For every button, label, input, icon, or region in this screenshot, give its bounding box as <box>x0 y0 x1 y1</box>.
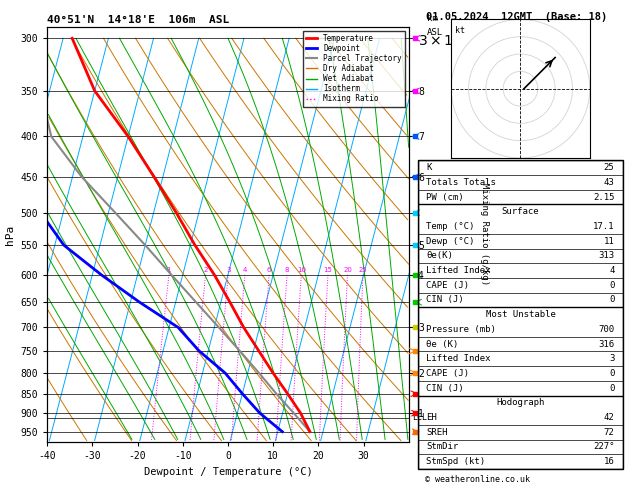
Text: 4: 4 <box>243 267 247 273</box>
Text: 10: 10 <box>297 267 306 273</box>
Text: 01.05.2024  12GMT  (Base: 18): 01.05.2024 12GMT (Base: 18) <box>426 12 608 22</box>
Text: 3: 3 <box>609 354 615 363</box>
Text: 227°: 227° <box>593 442 615 451</box>
Text: 0: 0 <box>609 369 615 378</box>
Text: 0: 0 <box>609 383 615 393</box>
Text: Dewp (°C): Dewp (°C) <box>426 237 475 246</box>
Text: StmDir: StmDir <box>426 442 459 451</box>
Text: © weatheronline.co.uk: © weatheronline.co.uk <box>425 474 530 484</box>
Text: 2: 2 <box>203 267 208 273</box>
Text: 25: 25 <box>604 163 615 172</box>
Text: 316: 316 <box>598 340 615 348</box>
Text: 3: 3 <box>226 267 230 273</box>
Text: Pressure (mb): Pressure (mb) <box>426 325 496 334</box>
Text: 42: 42 <box>604 413 615 422</box>
Text: 72: 72 <box>604 428 615 437</box>
Text: StmSpd (kt): StmSpd (kt) <box>426 457 486 466</box>
Text: CIN (J): CIN (J) <box>426 383 464 393</box>
Y-axis label: Mixing Ratio (g/kg): Mixing Ratio (g/kg) <box>480 183 489 286</box>
Text: 700: 700 <box>598 325 615 334</box>
Text: Lifted Index: Lifted Index <box>426 354 491 363</box>
Text: SREH: SREH <box>426 428 448 437</box>
Text: θe (K): θe (K) <box>426 340 459 348</box>
Text: θe(K): θe(K) <box>426 251 454 260</box>
Text: EH: EH <box>426 413 437 422</box>
Text: 4: 4 <box>609 266 615 275</box>
Text: 1: 1 <box>167 267 171 273</box>
Legend: Temperature, Dewpoint, Parcel Trajectory, Dry Adiabat, Wet Adiabat, Isotherm, Mi: Temperature, Dewpoint, Parcel Trajectory… <box>303 31 405 106</box>
Text: Temp (°C): Temp (°C) <box>426 222 475 231</box>
Text: kt: kt <box>455 26 465 35</box>
Text: 0: 0 <box>609 281 615 290</box>
X-axis label: Dewpoint / Temperature (°C): Dewpoint / Temperature (°C) <box>143 467 313 477</box>
Text: 11: 11 <box>604 237 615 246</box>
Text: 40°51'N  14°18'E  106m  ASL: 40°51'N 14°18'E 106m ASL <box>47 15 230 25</box>
Text: CIN (J): CIN (J) <box>426 295 464 305</box>
Text: 25: 25 <box>359 267 367 273</box>
Text: 20: 20 <box>343 267 352 273</box>
Text: Most Unstable: Most Unstable <box>486 310 555 319</box>
Text: 6: 6 <box>267 267 272 273</box>
Text: Hodograph: Hodograph <box>496 399 545 407</box>
Text: PW (cm): PW (cm) <box>426 192 464 202</box>
Text: 16: 16 <box>604 457 615 466</box>
Text: 43: 43 <box>604 178 615 187</box>
Text: 15: 15 <box>323 267 332 273</box>
Text: LCL: LCL <box>413 413 428 422</box>
Text: 2.15: 2.15 <box>593 192 615 202</box>
Text: 0: 0 <box>609 295 615 305</box>
Text: Totals Totals: Totals Totals <box>426 178 496 187</box>
Y-axis label: hPa: hPa <box>5 225 15 244</box>
Text: K: K <box>426 163 432 172</box>
Text: Lifted Index: Lifted Index <box>426 266 491 275</box>
Text: 8: 8 <box>285 267 289 273</box>
Text: Surface: Surface <box>502 208 539 216</box>
Text: CAPE (J): CAPE (J) <box>426 281 469 290</box>
Text: CAPE (J): CAPE (J) <box>426 369 469 378</box>
Text: 17.1: 17.1 <box>593 222 615 231</box>
Text: 313: 313 <box>598 251 615 260</box>
Text: km: km <box>427 14 438 22</box>
Text: ASL: ASL <box>427 28 443 37</box>
